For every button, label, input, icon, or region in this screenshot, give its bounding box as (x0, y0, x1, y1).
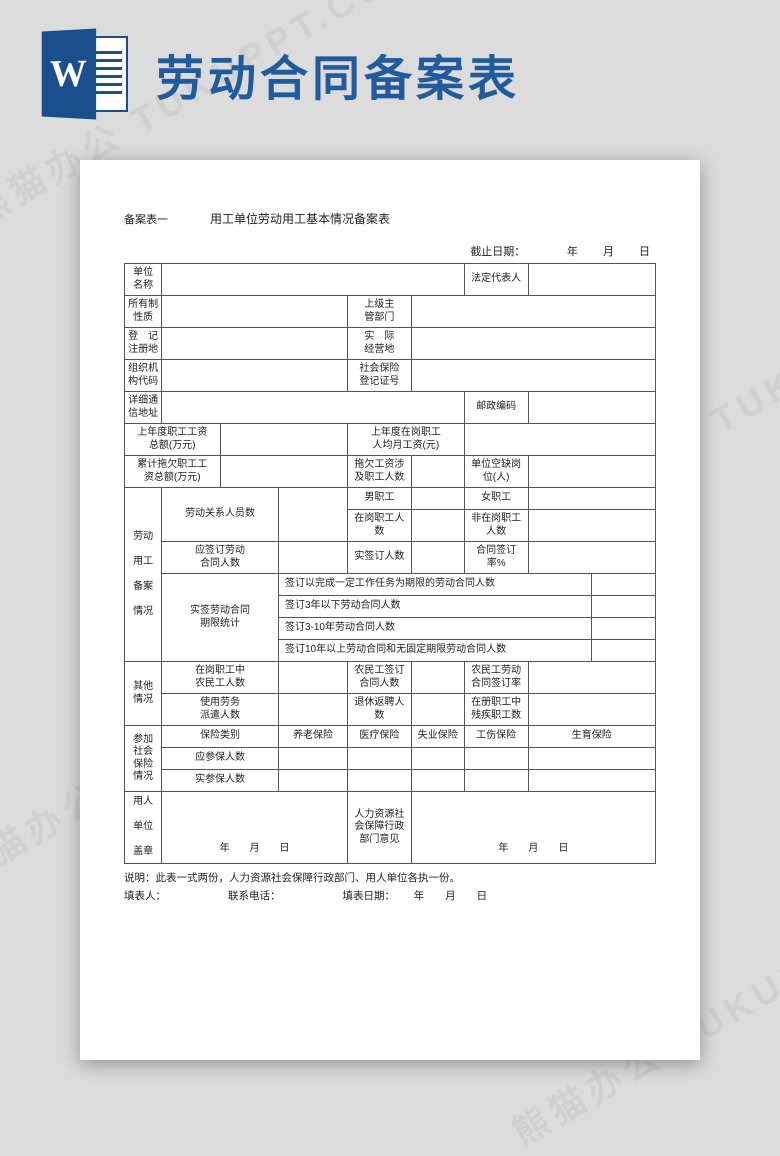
cell-ins-type: 保险类别 (162, 726, 279, 748)
cell-onpost: 在岗职工人 数 (347, 510, 411, 542)
cell-medical: 医疗保险 (347, 726, 411, 748)
cell-rehire: 退休返聘人 数 (347, 694, 411, 726)
cell-sign-stats: 实签劳动合同 期限统计 (162, 574, 279, 662)
form-subtitle: 用工单位劳动用工基本情况备案表 (210, 210, 390, 227)
header: W 劳动合同备案表 (40, 30, 760, 118)
cell-migrant-onpost: 在岗职工中 农民工人数 (162, 662, 279, 694)
cell-seal-date: 年 月 日 (162, 792, 348, 864)
note-phone: 联系电话： (228, 888, 281, 906)
cell-arrears-total: 累计拖欠职工工 资总额(万元) (125, 456, 221, 488)
cutoff-date-line: 截止日期： 年 月 日 (124, 243, 656, 259)
cell-actual-sign: 实签订人数 (347, 542, 411, 574)
cell-female: 女职工 (464, 488, 528, 510)
cell-reg-addr: 登 记 注册地 (125, 328, 162, 360)
cell-legal-rep: 法定代表人 (464, 264, 528, 296)
word-w-letter: W (42, 28, 96, 119)
cell-injury: 工伤保险 (464, 726, 528, 748)
cell-labor-rel: 劳动关系人员数 (162, 488, 279, 542)
cell-ins-block: 参加 社会 保险 情况 (125, 726, 162, 792)
cell-last-year-total: 上年度职工工资 总额(万元) (125, 424, 221, 456)
cell-postcode: 邮政编码 (464, 392, 528, 424)
cell-last-year-avg: 上年度在岗职工 人均月工资(元) (347, 424, 464, 456)
cell-org-code: 组织机 构代码 (125, 360, 162, 392)
note-line1: 说明：此表一式两份，人力资源社会保障行政部门、用人单位各执一份。 (124, 870, 656, 888)
cell-should-ins: 应参保人数 (162, 748, 279, 770)
cell-actual-ins: 实参保人数 (162, 770, 279, 792)
cell-offpost: 非在岗职工 人数 (464, 510, 528, 542)
cell-employer-seal: 用人 单位 盖章 (125, 792, 162, 864)
cell-detail-addr: 详细通 信地址 (125, 392, 162, 424)
cell-sign-task: 签订以完成一定工作任务为期限的劳动合同人数 (278, 574, 591, 596)
cell-hr-date: 年 月 日 (411, 792, 655, 864)
cell-dispatch: 使用劳务 派遣人数 (162, 694, 279, 726)
cell-maternity: 生育保险 (528, 726, 655, 748)
cell-migrant-rate: 农民工劳动 合同签订率 (464, 662, 528, 694)
note-fill-date: 填表日期： (343, 890, 390, 902)
word-doc-icon: W (40, 30, 128, 118)
cell-sign-3-10: 签订3-10年劳动合同人数 (278, 618, 591, 640)
cell-actual-addr: 实 际 经营地 (347, 328, 411, 360)
cell-male: 男职工 (347, 488, 411, 510)
cell-disabled: 在册职工中 残疾职工数 (464, 694, 528, 726)
main-table: 单位 名称 法定代表人 所有制 性质 上级主 管部门 登 记 注册地 实 际 经… (124, 263, 656, 864)
cell-supervisor: 上级主 管部门 (347, 296, 411, 328)
cell-sign-gt10: 签订10年以上劳动合同和无固定期限劳动合同人数 (278, 640, 591, 662)
cell-ownership: 所有制 性质 (125, 296, 162, 328)
cell-other-block: 其他 情况 (125, 662, 162, 726)
cell-vacant: 单位空缺岗 位(人) (464, 456, 528, 488)
cell-pension: 养老保险 (278, 726, 347, 748)
form-number: 备案表一 (124, 211, 168, 227)
page-title: 劳动合同备案表 (156, 39, 520, 109)
cell-labor-block: 劳动 用工 备案 情况 (125, 488, 162, 662)
cell-arrears-people: 拖欠工资涉 及职工人数 (347, 456, 411, 488)
cell-unit-name: 单位 名称 (125, 264, 162, 296)
cell-migrant-sign: 农民工签订 合同人数 (347, 662, 411, 694)
note-block: 说明：此表一式两份，人力资源社会保障行政部门、用人单位各执一份。 填表人： 联系… (124, 870, 656, 906)
note-ymd: 年 月 日 (414, 890, 488, 902)
cell-should-sign: 应签订劳动 合同人数 (162, 542, 279, 574)
note-filler: 填表人： (124, 888, 166, 906)
cell-unemploy: 失业保险 (411, 726, 464, 748)
cell-social-ins: 社会保险 登记证号 (347, 360, 411, 392)
document-page: 备案表一 用工单位劳动用工基本情况备案表 截止日期： 年 月 日 单位 名称 法… (80, 160, 700, 1060)
cell-hr-opinion: 人力资源社 会保障行政 部门意见 (347, 792, 411, 864)
cell-sign-rate: 合同签订率% (464, 542, 528, 574)
cell-sign-lt3: 签订3年以下劳动合同人数 (278, 596, 591, 618)
